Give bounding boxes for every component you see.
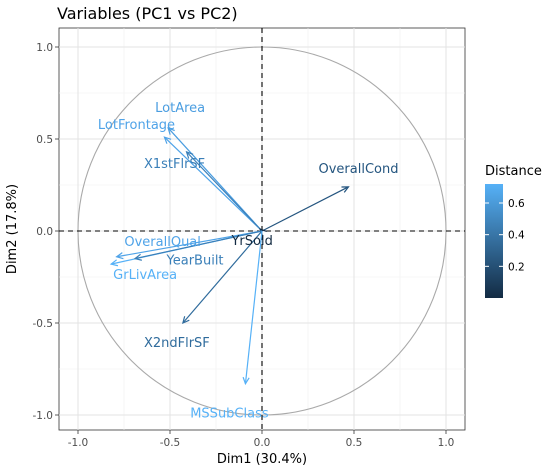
legend-colorbar: [485, 184, 503, 298]
variable-label-LotFrontage: LotFrontage: [98, 118, 175, 133]
arrowhead-OverallCond: [341, 186, 350, 193]
legend-tick-label: 0.2: [508, 261, 525, 273]
variable-label-GrLivArea: GrLivArea: [113, 268, 177, 283]
y-tick-label: 0.0: [36, 226, 53, 238]
arrowhead-GrLivArea: [109, 259, 119, 267]
x-axis-label: Dim1 (30.4%): [217, 452, 307, 467]
variable-label-MSSubClass: MSSubClass: [190, 407, 269, 422]
x-tick-label: 0.5: [346, 437, 363, 449]
y-tick-label: 0.5: [36, 134, 53, 146]
arrow-OverallCond: [261, 186, 349, 232]
variable-label-OverallCond: OverallCond: [318, 162, 398, 177]
arrowhead-LotArea: [167, 126, 175, 135]
arrowhead-OverallQual: [115, 252, 124, 260]
legend: Distance 0.6 0.4 0.2: [485, 164, 542, 298]
y-tick-label: -1.0: [33, 410, 54, 422]
legend-tick-label: 0.4: [508, 230, 525, 242]
variable-label-LotArea: LotArea: [155, 101, 205, 116]
x-tick-label: -0.5: [160, 437, 181, 449]
variable-labels: LotArea LotFrontage X1stFlrSF OverallCond Yr…: [98, 101, 399, 422]
y-axis-label: Dim2 (17.8%): [5, 184, 20, 274]
variable-label-X1stFlrSF: X1stFlrSF: [144, 157, 205, 172]
variable-label-X2ndFlrSF: X2ndFlrSF: [144, 336, 210, 351]
arrow-MSSubClass: [244, 230, 263, 384]
arrowhead-MSSubClass: [242, 376, 250, 386]
legend-tick-label: 0.6: [508, 198, 525, 210]
y-tick-label: 1.0: [36, 42, 53, 54]
legend-title: Distance: [485, 164, 542, 179]
arrow-X2ndFlrSF: [182, 230, 263, 324]
arrow-LotFrontage: [164, 136, 263, 232]
arrow-YearBuilt: [134, 230, 263, 260]
arrowhead-X2ndFlrSF: [181, 316, 190, 325]
arrowhead-LotFrontage: [163, 136, 172, 144]
chart-title: Variables (PC1 vs PC2): [57, 4, 238, 23]
x-tick-label: 1.0: [438, 437, 455, 449]
variable-arrows: [109, 126, 350, 386]
variable-label-OverallQual: OverallQual: [124, 235, 201, 250]
arrow-OverallQual: [116, 230, 263, 258]
variable-label-YearBuilt: YearBuilt: [166, 254, 224, 269]
arrowhead-YearBuilt: [133, 253, 142, 261]
x-tick-label: -1.0: [68, 437, 89, 449]
arrowhead-X1stFlrSF: [185, 150, 194, 159]
variable-label-YrSold: YrSold: [230, 234, 272, 249]
y-axis-ticks: 1.0 0.5 0.0 -0.5 -1.0: [33, 42, 59, 422]
x-tick-label: 0.0: [254, 437, 271, 449]
arrow-X1stFlrSF: [186, 151, 263, 232]
y-tick-label: -0.5: [33, 318, 54, 330]
x-axis-ticks: -1.0 -0.5 0.0 0.5 1.0: [68, 430, 455, 449]
legend-ticks: 0.6 0.4 0.2: [485, 198, 525, 273]
